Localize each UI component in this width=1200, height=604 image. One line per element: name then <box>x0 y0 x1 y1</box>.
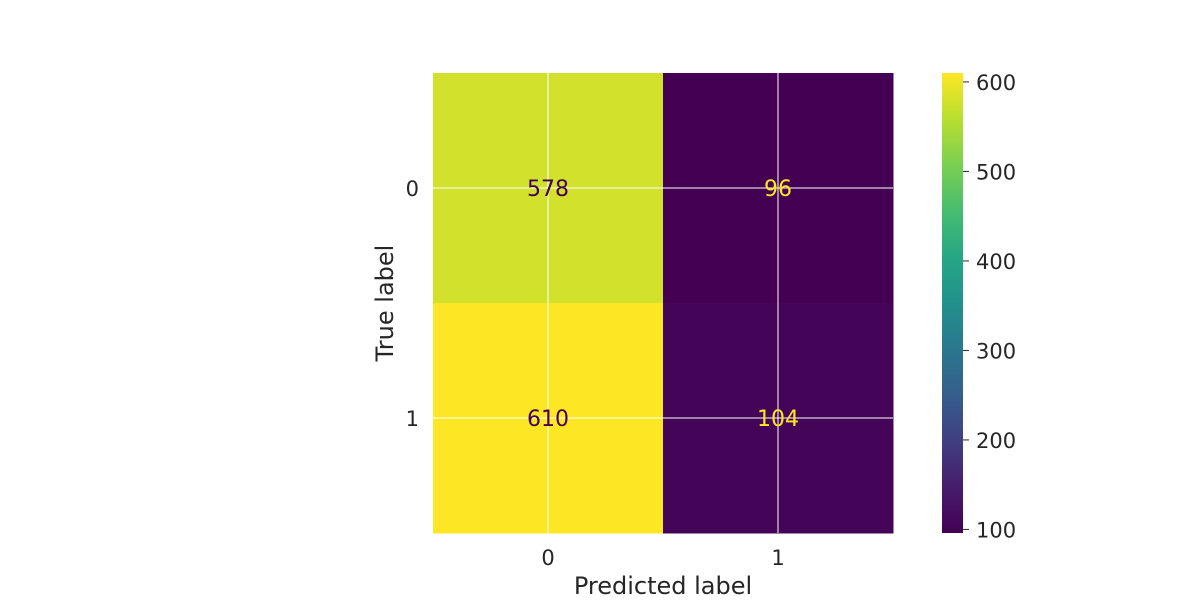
colorbar-tick-label: 300 <box>976 339 1016 363</box>
colorbar-tick-label: 100 <box>976 518 1016 542</box>
y-axis-label: True label <box>371 245 399 363</box>
cell-value-labels: 578 96 610 104 <box>527 177 799 432</box>
cell-value-label-0-1: 96 <box>764 177 792 202</box>
cell-value-label-1-0: 610 <box>527 407 569 432</box>
colorbar-tick-label: 500 <box>976 160 1016 184</box>
colorbar <box>942 73 963 533</box>
y-tick-label: 1 <box>406 407 419 431</box>
x-tick-label: 1 <box>771 546 784 570</box>
y-tick-labels: 01 <box>406 177 419 431</box>
colorbar-tick-label: 200 <box>976 429 1016 453</box>
cell-value-label-1-1: 104 <box>757 407 799 432</box>
grid-lines <box>433 73 893 533</box>
cell-value-label-0-0: 578 <box>527 177 569 202</box>
colorbar-tick-label: 600 <box>976 71 1016 95</box>
x-tick-label: 0 <box>541 546 554 570</box>
colorbar-ticks: 100 200 300 400 500 600 <box>963 71 1016 542</box>
heatmap-cells <box>433 73 894 534</box>
colorbar-tick-label: 400 <box>976 250 1016 274</box>
x-axis-label: Predicted label <box>574 572 752 600</box>
y-tick-label: 0 <box>406 177 419 201</box>
